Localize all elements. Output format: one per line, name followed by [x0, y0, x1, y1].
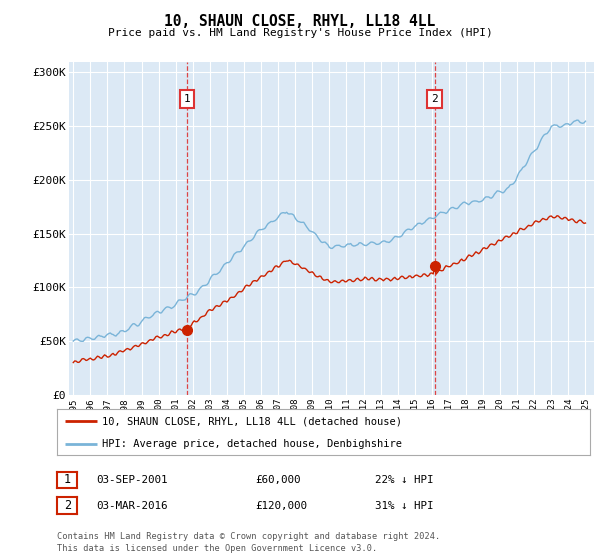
- Text: 03-SEP-2001: 03-SEP-2001: [96, 475, 167, 485]
- Text: Price paid vs. HM Land Registry's House Price Index (HPI): Price paid vs. HM Land Registry's House …: [107, 28, 493, 38]
- Text: £120,000: £120,000: [255, 501, 307, 511]
- Text: 10, SHAUN CLOSE, RHYL, LL18 4LL: 10, SHAUN CLOSE, RHYL, LL18 4LL: [164, 14, 436, 29]
- Text: 2: 2: [431, 94, 438, 104]
- Text: 1: 1: [64, 473, 71, 487]
- Text: £60,000: £60,000: [255, 475, 301, 485]
- Text: 31% ↓ HPI: 31% ↓ HPI: [375, 501, 433, 511]
- Text: 1: 1: [184, 94, 191, 104]
- Text: 10, SHAUN CLOSE, RHYL, LL18 4LL (detached house): 10, SHAUN CLOSE, RHYL, LL18 4LL (detache…: [102, 416, 402, 426]
- Text: Contains HM Land Registry data © Crown copyright and database right 2024.: Contains HM Land Registry data © Crown c…: [57, 532, 440, 541]
- Text: HPI: Average price, detached house, Denbighshire: HPI: Average price, detached house, Denb…: [102, 438, 402, 449]
- Text: 03-MAR-2016: 03-MAR-2016: [96, 501, 167, 511]
- Text: 2: 2: [64, 499, 71, 512]
- Text: 22% ↓ HPI: 22% ↓ HPI: [375, 475, 433, 485]
- Text: This data is licensed under the Open Government Licence v3.0.: This data is licensed under the Open Gov…: [57, 544, 377, 553]
